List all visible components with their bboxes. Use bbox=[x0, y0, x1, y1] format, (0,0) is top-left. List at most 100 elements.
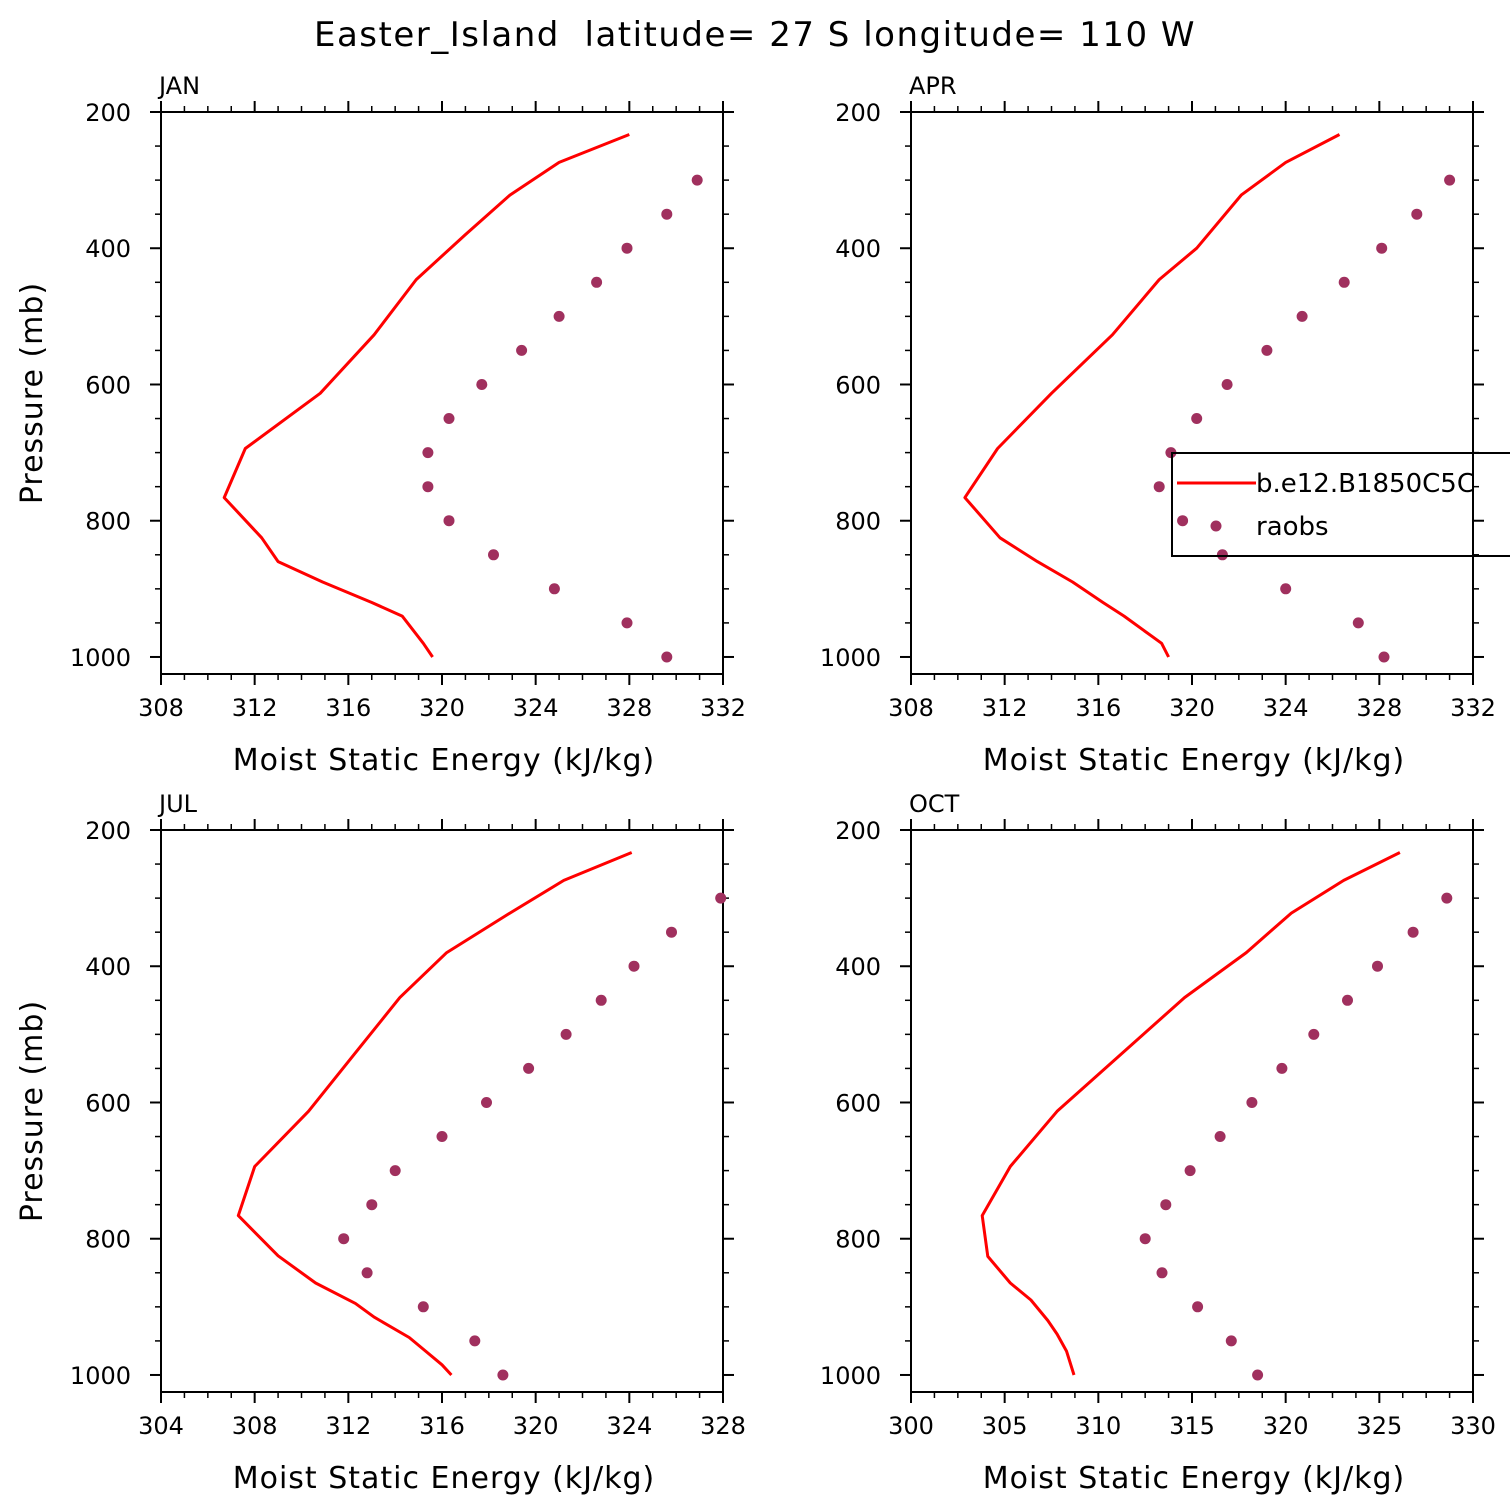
y-tick-label: 200 bbox=[835, 817, 881, 845]
raobs-point bbox=[1160, 1199, 1172, 1211]
panel-month-label: JAN bbox=[157, 72, 200, 100]
panel-oct: 300 305 310 315 320 325 330 200 400 600 800 1000 OCT… bbox=[820, 790, 1496, 1496]
raobs-point bbox=[389, 1165, 401, 1177]
raobs-point bbox=[1192, 1301, 1204, 1313]
raobs-point bbox=[516, 344, 528, 356]
x-tick-label: 316 bbox=[419, 1412, 465, 1440]
y-tick-label: 200 bbox=[85, 99, 131, 127]
x-axis-label: Moist Static Energy (kJ/kg) bbox=[983, 1461, 1406, 1496]
y-tick-label: 600 bbox=[85, 371, 131, 399]
raobs-point bbox=[1411, 208, 1423, 220]
raobs-point bbox=[1372, 960, 1383, 972]
x-tick-label: 324 bbox=[606, 1412, 652, 1440]
model-profile-line bbox=[963, 133, 1341, 658]
y-tick-label: 400 bbox=[835, 953, 881, 981]
raobs-point bbox=[366, 1199, 378, 1211]
x-tick-label: 316 bbox=[325, 694, 371, 722]
x-tick-label: 332 bbox=[1450, 694, 1496, 722]
figure-title: Easter_Island latitude= 27 S longitude= … bbox=[314, 15, 1196, 55]
raobs-point bbox=[1246, 1097, 1258, 1108]
raobs-point bbox=[1191, 413, 1203, 424]
raobs-point bbox=[523, 1062, 535, 1074]
raobs-point bbox=[595, 994, 607, 1006]
y-tick-label: 600 bbox=[85, 1089, 131, 1117]
raobs-point bbox=[548, 583, 560, 595]
panel-month-label: JUL bbox=[157, 790, 198, 818]
raobs-point bbox=[666, 926, 677, 938]
y-tick-label: 200 bbox=[835, 99, 881, 127]
x-tick-label: 325 bbox=[1356, 1412, 1402, 1440]
raobs-point bbox=[488, 549, 499, 561]
model-profile-line bbox=[980, 851, 1401, 1376]
raobs-point bbox=[1376, 242, 1388, 254]
raobs-point bbox=[1308, 1028, 1320, 1040]
raobs-point bbox=[715, 892, 727, 904]
raobs-point bbox=[481, 1097, 492, 1108]
raobs-point bbox=[476, 379, 488, 390]
raobs-point bbox=[1214, 1131, 1226, 1142]
x-tick-label: 304 bbox=[138, 1412, 184, 1440]
plot-frame bbox=[910, 111, 1474, 675]
panel-jul: 304 308 312 316 320 324 328 200 400 600 800 1000 JUL… bbox=[15, 790, 746, 1496]
x-tick-label: 308 bbox=[138, 694, 184, 722]
y-tick-label: 800 bbox=[835, 1226, 881, 1254]
x-axis-label: Moist Static Energy (kJ/kg) bbox=[233, 1461, 656, 1496]
x-tick-label: 320 bbox=[1263, 1412, 1309, 1440]
y-tick-label: 600 bbox=[835, 1089, 881, 1117]
plot-frame bbox=[910, 829, 1474, 1393]
x-tick-label: 308 bbox=[232, 1412, 278, 1440]
plot-frame bbox=[160, 111, 724, 675]
x-tick-label: 320 bbox=[1169, 694, 1215, 722]
x-tick-label: 332 bbox=[700, 694, 746, 722]
legend-obs-label: raobs bbox=[1256, 512, 1329, 542]
x-tick-label: 312 bbox=[232, 694, 278, 722]
raobs-point bbox=[1184, 1165, 1196, 1177]
raobs-point bbox=[443, 413, 455, 424]
y-axis-label: Pressure (mb) bbox=[15, 1000, 50, 1222]
y-tick-label: 1000 bbox=[820, 1362, 881, 1390]
raobs-point bbox=[1153, 481, 1165, 493]
panel-apr: 308 312 316 320 324 328 332 200 400 600 800 1000 APR… bbox=[820, 72, 1510, 778]
raobs-point bbox=[422, 481, 434, 493]
model-profile-line bbox=[222, 133, 630, 658]
raobs-point bbox=[628, 960, 640, 972]
raobs-point bbox=[1261, 344, 1273, 356]
raobs-point bbox=[436, 1131, 448, 1142]
legend-box bbox=[1171, 452, 1510, 557]
x-tick-label: 315 bbox=[1169, 1412, 1215, 1440]
raobs-point bbox=[1139, 1233, 1151, 1245]
raobs-point bbox=[417, 1301, 429, 1313]
raobs-point bbox=[497, 1369, 509, 1381]
x-axis-label: Moist Static Energy (kJ/kg) bbox=[233, 743, 656, 778]
x-tick-label: 328 bbox=[700, 1412, 746, 1440]
raobs-point bbox=[1441, 892, 1453, 904]
raobs-point bbox=[560, 1028, 572, 1040]
raobs-point bbox=[1338, 276, 1350, 288]
y-tick-label: 400 bbox=[85, 235, 131, 263]
raobs-point bbox=[338, 1233, 350, 1245]
x-tick-label: 324 bbox=[1263, 694, 1309, 722]
x-axis-label: Moist Static Energy (kJ/kg) bbox=[983, 743, 1406, 778]
legend-obs-swatch bbox=[1210, 520, 1222, 532]
raobs-point bbox=[422, 447, 434, 459]
raobs-point bbox=[1276, 1062, 1288, 1074]
x-tick-label: 312 bbox=[325, 1412, 371, 1440]
raobs-point bbox=[1378, 651, 1390, 663]
raobs-point bbox=[443, 515, 455, 527]
raobs-point bbox=[1165, 447, 1177, 459]
x-tick-label: 316 bbox=[1075, 694, 1121, 722]
x-tick-label: 330 bbox=[1450, 1412, 1496, 1440]
y-tick-label: 600 bbox=[835, 371, 881, 399]
panel-jan: 308 312 316 320 324 328 332 200 400 600 800 1000 JAN… bbox=[15, 72, 746, 778]
raobs-point bbox=[1407, 926, 1419, 938]
raobs-point bbox=[1156, 1267, 1168, 1279]
raobs-point bbox=[1444, 174, 1456, 186]
raobs-point bbox=[661, 208, 673, 220]
raobs-point bbox=[1280, 583, 1292, 595]
x-tick-label: 310 bbox=[1075, 1412, 1121, 1440]
raobs-point bbox=[1216, 549, 1228, 561]
raobs-point bbox=[1177, 515, 1189, 527]
raobs-point bbox=[1352, 617, 1364, 629]
y-tick-label: 400 bbox=[85, 953, 131, 981]
